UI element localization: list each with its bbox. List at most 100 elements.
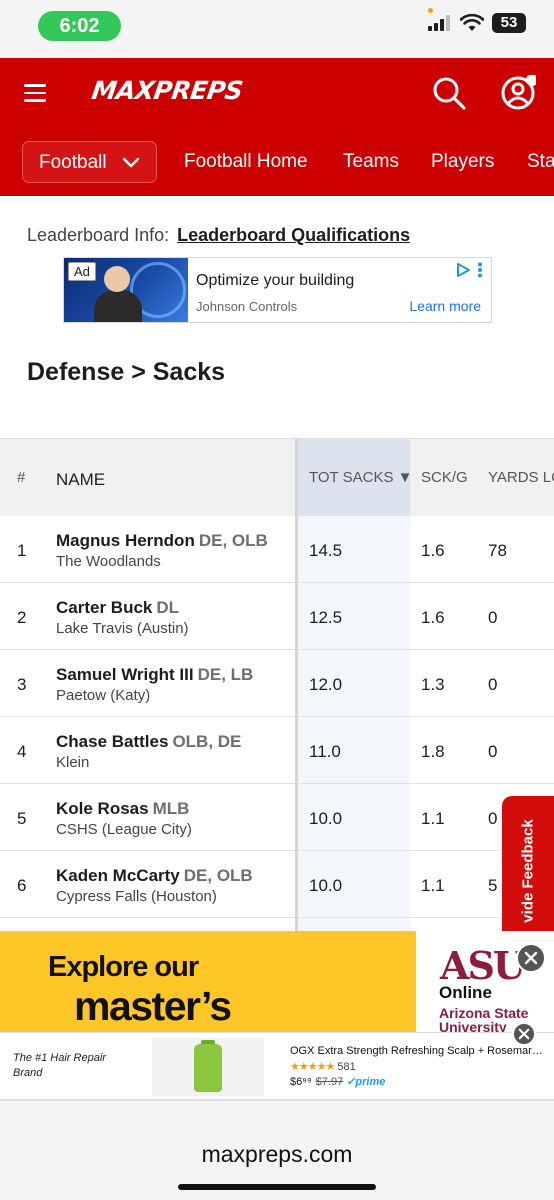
asu-online-ad[interactable]: Explore our master’s ASU Online Arizona … bbox=[0, 931, 554, 1033]
tot-sacks-value: 11.0 bbox=[309, 742, 341, 761]
player-name-text: Chase Battles bbox=[56, 732, 169, 751]
player-position: DE, LB bbox=[197, 665, 254, 684]
table-row[interactable]: 1 Magnus Herndon DE, OLB The Woodlands 14… bbox=[0, 516, 554, 583]
tot-sacks-value: 12.0 bbox=[309, 675, 343, 694]
player-school[interactable]: Cypress Falls (Houston) bbox=[56, 888, 217, 905]
search-icon[interactable] bbox=[431, 75, 467, 111]
sck-per-game-value: 1.3 bbox=[421, 675, 445, 694]
player-name-text: Magnus Herndon bbox=[56, 531, 195, 550]
col-header-name[interactable]: NAME bbox=[56, 470, 106, 489]
yards-lost-value: 78 bbox=[488, 541, 507, 560]
review-count: 581 bbox=[337, 1061, 356, 1073]
cellular-signal-icon bbox=[428, 15, 450, 31]
yards-lost-value: 0 bbox=[488, 809, 498, 828]
row-rank: 2 bbox=[17, 608, 27, 627]
player-school[interactable]: Paetow (Katy) bbox=[56, 687, 151, 704]
player-name[interactable]: Samuel Wright III DE, LB bbox=[56, 665, 253, 685]
player-name[interactable]: Kaden McCarty DE, OLB bbox=[56, 866, 253, 886]
sck-per-game-value: 1.6 bbox=[421, 541, 445, 560]
sck-per-game-value: 1.8 bbox=[421, 742, 445, 761]
sticky-column-divider bbox=[295, 438, 298, 932]
ad-choices-icon[interactable] bbox=[455, 262, 471, 278]
nav-players[interactable]: Players bbox=[431, 151, 495, 172]
menu-icon[interactable] bbox=[24, 84, 46, 102]
battery-icon: 53 bbox=[492, 13, 526, 33]
player-school[interactable]: Klein bbox=[56, 754, 90, 771]
johnson-controls-ad[interactable]: Ad Optimize your building Johnson Contro… bbox=[63, 257, 492, 323]
ad-image: Ad bbox=[64, 258, 188, 322]
col-header-yards-lost[interactable]: YARDS LO bbox=[488, 469, 554, 486]
site-header: MAXPREPS bbox=[0, 58, 554, 128]
table-row[interactable]: 5 Kole Rosas MLB CSHS (League City) 10.0 … bbox=[0, 784, 554, 851]
table-row[interactable]: 3 Samuel Wright III DE, LB Paetow (Katy) … bbox=[0, 650, 554, 717]
table-row[interactable]: 6 Kaden McCarty DE, OLB Cypress Falls (Ho… bbox=[0, 851, 554, 918]
ad-badge: Ad bbox=[68, 262, 96, 281]
player-name[interactable]: Carter Buck DL bbox=[56, 598, 179, 618]
player-name[interactable]: Magnus Herndon DE, OLB bbox=[56, 531, 268, 551]
player-name[interactable]: Chase Battles OLB, DE bbox=[56, 732, 241, 752]
player-school[interactable]: Lake Travis (Austin) bbox=[56, 620, 189, 637]
ad-menu-kebab-icon[interactable] bbox=[477, 262, 483, 278]
player-position: DE, OLB bbox=[198, 531, 268, 550]
rating-stars: ★★★★★ bbox=[290, 1061, 335, 1073]
ad-learn-more-link[interactable]: Learn more bbox=[409, 298, 481, 314]
close-ad-icon[interactable] bbox=[516, 943, 546, 973]
yards-lost-value: 0 bbox=[488, 608, 498, 627]
feedback-tab[interactable]: vide Feedback bbox=[502, 796, 554, 946]
player-name-text: Kaden McCarty bbox=[56, 866, 180, 885]
url-text[interactable]: maxpreps.com bbox=[201, 1141, 353, 1167]
tot-sacks-value: 14.5 bbox=[309, 541, 343, 560]
leaderboard-info: Leaderboard Info: Leaderboard Qualificati… bbox=[27, 225, 410, 246]
table-header: # NAME TOT SACKS ▼ SCK/G YARDS LO bbox=[0, 438, 554, 517]
browser-address-bar[interactable]: maxpreps.com bbox=[0, 1100, 554, 1200]
asu-online-label: Online bbox=[439, 983, 492, 1002]
nav-stats[interactable]: Sta bbox=[527, 151, 554, 172]
player-name-text: Carter Buck bbox=[56, 598, 153, 617]
player-school[interactable]: The Woodlands bbox=[56, 553, 161, 570]
row-rank: 3 bbox=[17, 675, 27, 694]
nav-football-home[interactable]: Football Home bbox=[184, 151, 308, 172]
col-header-rank: # bbox=[17, 469, 26, 486]
table-row[interactable]: 4 Chase Battles OLB, DE Klein 11.0 1.8 0 bbox=[0, 717, 554, 784]
leaderboard-qualifications-link[interactable]: Leaderboard Qualifications bbox=[177, 225, 411, 245]
sck-per-game-value: 1.1 bbox=[421, 876, 445, 895]
price-old: $7.97 bbox=[315, 1076, 344, 1088]
feedback-tab-label: vide Feedback bbox=[519, 819, 537, 923]
yards-lost-value: 0 bbox=[488, 742, 498, 761]
col-header-tot-sacks[interactable]: TOT SACKS ▼ bbox=[309, 469, 413, 486]
sck-per-game-value: 1.1 bbox=[421, 809, 445, 828]
nav-teams[interactable]: Teams bbox=[343, 151, 399, 172]
ogx-amazon-ad[interactable]: The #1 Hair Repair Brand OGX Extra Stren… bbox=[0, 1022, 554, 1100]
row-rank: 1 bbox=[17, 541, 27, 560]
ad-headline-line2: master’s bbox=[74, 983, 232, 1029]
col-header-sck-per-game[interactable]: SCK/G bbox=[421, 469, 468, 486]
wifi-icon bbox=[460, 14, 484, 31]
player-name[interactable]: Kole Rosas MLB bbox=[56, 799, 189, 819]
player-school[interactable]: CSHS (League City) bbox=[56, 821, 192, 838]
privacy-indicator-dot bbox=[428, 8, 433, 13]
ad-headline-line1: Explore our bbox=[48, 951, 199, 983]
maxpreps-logo[interactable]: MAXPREPS bbox=[89, 76, 245, 105]
ad-advertiser: Johnson Controls bbox=[196, 299, 298, 314]
player-name-text: Kole Rosas bbox=[56, 799, 149, 818]
leaderboard-info-label: Leaderboard Info: bbox=[27, 225, 170, 245]
sck-per-game-value: 1.6 bbox=[421, 608, 445, 627]
page-title: Defense > Sacks bbox=[27, 358, 226, 386]
status-bar: 6:02 53 bbox=[0, 0, 554, 58]
yards-lost-value: 5 bbox=[488, 876, 498, 895]
price-current: $6⁹⁹ bbox=[290, 1076, 312, 1088]
player-position: MLB bbox=[152, 799, 190, 818]
product-title[interactable]: OGX Extra Strength Refreshing Scalp + Ro… bbox=[290, 1045, 545, 1057]
player-position: DE, OLB bbox=[183, 866, 253, 885]
sport-selector[interactable]: Football bbox=[22, 141, 157, 183]
asu-logo: ASU bbox=[440, 943, 526, 988]
player-name-text: Samuel Wright III bbox=[56, 665, 194, 684]
ad-tagline: The #1 Hair Repair Brand bbox=[13, 1052, 106, 1079]
table-row[interactable]: 2 Carter Buck DL Lake Travis (Austin) 12.… bbox=[0, 583, 554, 650]
sport-selector-label: Football bbox=[39, 152, 107, 173]
close-ad-icon[interactable] bbox=[512, 1022, 536, 1046]
user-account-icon[interactable] bbox=[500, 75, 536, 111]
row-rank: 4 bbox=[17, 742, 27, 761]
home-indicator[interactable] bbox=[178, 1184, 376, 1190]
chevron-down-icon bbox=[122, 157, 140, 168]
